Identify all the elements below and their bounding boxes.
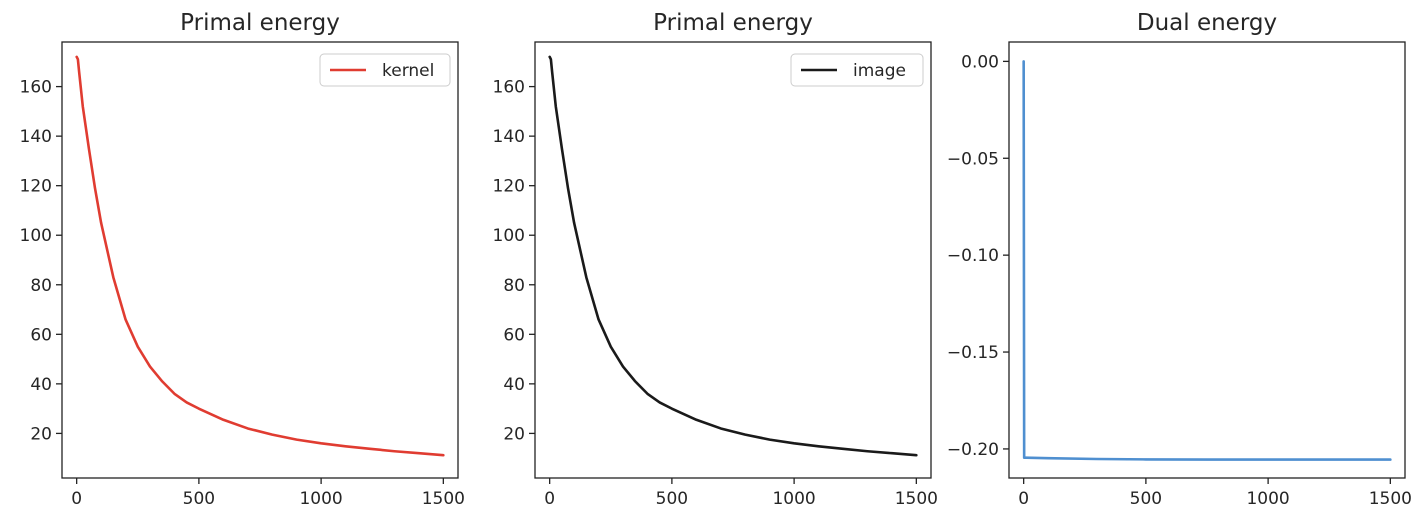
x-tick-label: 1500 (422, 489, 465, 509)
y-tick-label: 60 (30, 325, 52, 345)
x-tick-label: 1000 (1246, 489, 1289, 509)
chart-panel-image: Primal energy 0 500 1000 1500 20 40 60 80 100 120 1… (493, 10, 938, 509)
x-tick-label: 1500 (1369, 489, 1412, 509)
y-tick-label: 0.00 (961, 52, 999, 72)
y-tick-label: 120 (20, 177, 52, 197)
y-tick-label: 60 (503, 325, 525, 345)
x-tick-label: 1000 (772, 489, 815, 509)
axes-frame (1008, 41, 1406, 479)
legend: kernel (319, 53, 451, 87)
y-tick-label: −0.20 (947, 440, 999, 460)
chart-panel-dual: Dual energy 0 500 1000 1500 0.00 −0.05 −0.10 −0.… (947, 10, 1412, 509)
x-tick-label: 500 (1130, 489, 1162, 509)
y-tick-label: 80 (30, 276, 52, 296)
chart-title: Primal energy (180, 10, 340, 36)
y-tick-label: 40 (503, 375, 525, 395)
series-line-series-0 (1022, 60, 1392, 461)
y-tick-label: 160 (493, 78, 525, 98)
x-tick-label: 0 (1018, 489, 1029, 509)
y-tick-label: −0.05 (947, 149, 999, 169)
y-tick-label: −0.10 (947, 246, 999, 266)
y-tick-label: 80 (503, 276, 525, 296)
axes-frame (61, 41, 459, 479)
y-tick-label: 100 (493, 226, 525, 246)
chart-panel-kernel: Primal energy 0 500 1000 1500 20 40 60 80 100 120 1… (20, 10, 465, 509)
y-tick-label: 120 (493, 177, 525, 197)
chart-title: Dual energy (1137, 10, 1277, 36)
y-tick-label: 140 (493, 127, 525, 147)
legend-frame (319, 53, 451, 87)
x-tick-label: 0 (544, 489, 555, 509)
y-tick-label: 100 (20, 226, 52, 246)
series-line-kernel (75, 55, 445, 457)
y-tick-label: 20 (30, 424, 52, 444)
chart-title: Primal energy (653, 10, 813, 36)
x-tick-label: 1000 (299, 489, 342, 509)
y-tick-label: 160 (20, 78, 52, 98)
legend: image (790, 53, 924, 87)
axes-frame (534, 41, 932, 479)
x-tick-label: 500 (183, 489, 215, 509)
x-tick-label: 0 (71, 489, 82, 509)
x-tick-label: 1500 (895, 489, 938, 509)
y-tick-label: −0.15 (947, 343, 999, 363)
y-tick-label: 140 (20, 127, 52, 147)
legend-label-kernel: kernel (382, 61, 434, 81)
y-tick-label: 40 (30, 375, 52, 395)
x-tick-label: 500 (656, 489, 688, 509)
y-tick-label: 20 (503, 424, 525, 444)
legend-frame (790, 53, 924, 87)
legend-label-image: image (853, 61, 906, 81)
series-line-image (548, 55, 918, 457)
